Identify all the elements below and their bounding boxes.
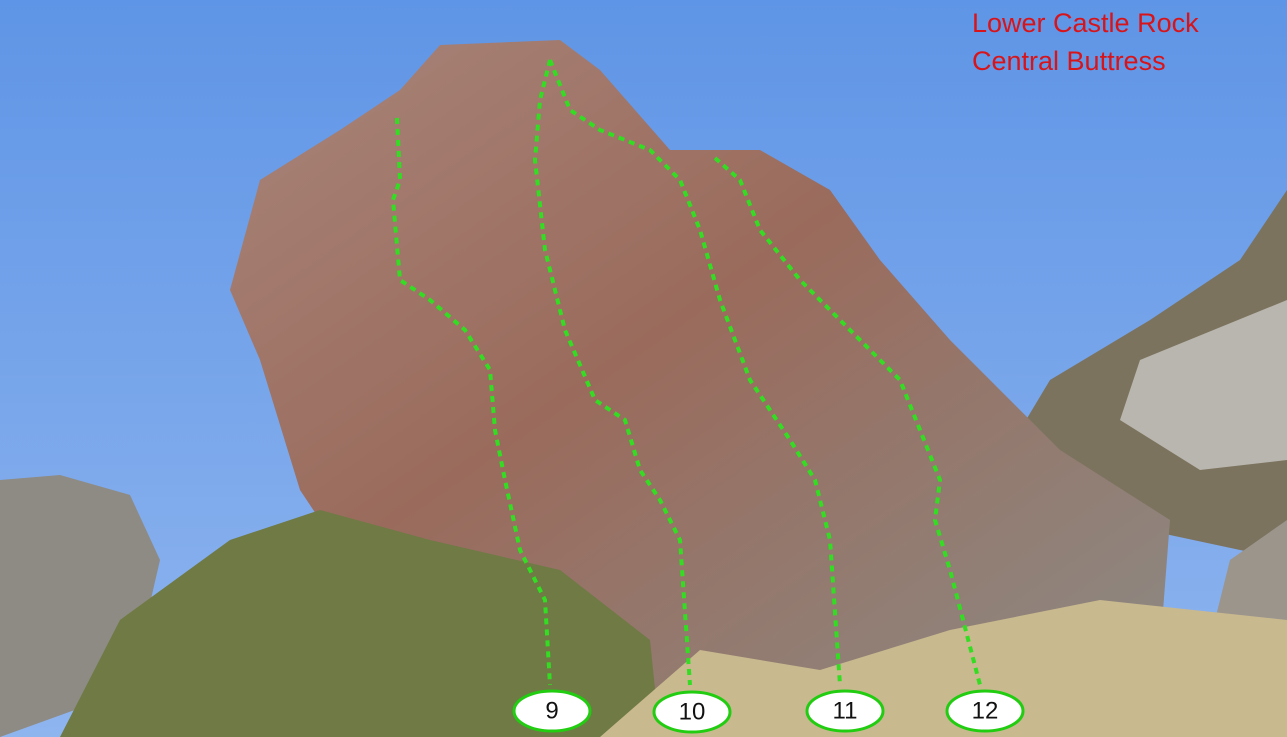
title-line: Lower Castle Rock — [972, 8, 1199, 38]
topo-image: 9 10 11 12 Lower Castle Rock Central But… — [0, 0, 1287, 737]
route-number: 9 — [545, 697, 558, 724]
route-number: 12 — [972, 697, 999, 724]
route-number: 11 — [833, 697, 858, 724]
page: 9 10 11 12 Lower Castle Rock Central But… — [0, 0, 1287, 737]
title-line: Central Buttress — [972, 46, 1166, 76]
route-number: 10 — [679, 698, 706, 725]
